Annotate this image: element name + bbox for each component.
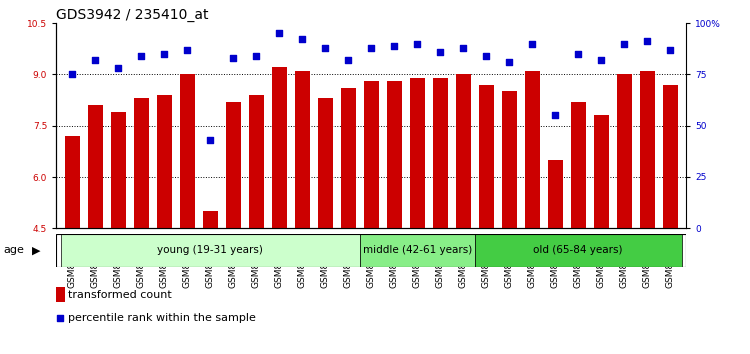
- Point: [182, 47, 194, 52]
- Bar: [111, 112, 126, 228]
- Point: [458, 45, 470, 51]
- Bar: [61, 234, 360, 267]
- Point: [434, 49, 446, 55]
- Bar: [663, 85, 678, 228]
- Bar: [180, 74, 195, 228]
- Point: [618, 41, 630, 46]
- Bar: [134, 98, 148, 228]
- Point: [55, 315, 66, 321]
- Bar: [226, 102, 241, 228]
- Point: [503, 59, 515, 65]
- Bar: [433, 78, 448, 228]
- Point: [89, 57, 101, 63]
- Text: old (65-84 years): old (65-84 years): [533, 245, 623, 256]
- Point: [135, 53, 147, 59]
- Point: [596, 57, 608, 63]
- Bar: [202, 211, 217, 228]
- Point: [112, 65, 125, 71]
- Text: ▶: ▶: [32, 245, 40, 256]
- Bar: [410, 78, 424, 228]
- Point: [572, 51, 584, 57]
- Bar: [295, 71, 310, 228]
- Text: percentile rank within the sample: percentile rank within the sample: [68, 313, 256, 323]
- Point: [320, 45, 332, 51]
- Bar: [456, 74, 471, 228]
- Text: young (19-31 years): young (19-31 years): [158, 245, 263, 256]
- Bar: [502, 91, 517, 228]
- Point: [158, 51, 170, 57]
- Bar: [478, 85, 494, 228]
- Point: [273, 30, 285, 36]
- Text: GDS3942 / 235410_at: GDS3942 / 235410_at: [56, 8, 208, 22]
- Text: middle (42-61 years): middle (42-61 years): [362, 245, 472, 256]
- Point: [66, 72, 78, 77]
- Bar: [340, 88, 356, 228]
- Point: [549, 113, 561, 118]
- Point: [411, 41, 423, 46]
- Bar: [56, 287, 64, 302]
- Text: age: age: [4, 245, 25, 256]
- Point: [480, 53, 492, 59]
- Point: [251, 53, 262, 59]
- Point: [365, 45, 377, 51]
- Bar: [571, 102, 586, 228]
- Point: [204, 137, 216, 143]
- Point: [296, 36, 308, 42]
- Bar: [525, 71, 540, 228]
- Bar: [640, 71, 655, 228]
- Bar: [364, 81, 379, 228]
- Point: [526, 41, 538, 46]
- Point: [227, 55, 239, 61]
- Bar: [387, 81, 402, 228]
- Point: [388, 43, 400, 48]
- Text: transformed count: transformed count: [68, 290, 172, 299]
- Bar: [64, 136, 80, 228]
- Bar: [318, 98, 333, 228]
- Bar: [157, 95, 172, 228]
- Bar: [272, 68, 286, 228]
- Bar: [360, 234, 475, 267]
- Bar: [249, 95, 264, 228]
- Bar: [475, 234, 682, 267]
- Bar: [616, 74, 632, 228]
- Bar: [594, 115, 609, 228]
- Point: [641, 39, 653, 44]
- Point: [664, 47, 676, 52]
- Bar: [548, 160, 562, 228]
- Bar: [88, 105, 103, 228]
- Point: [342, 57, 354, 63]
